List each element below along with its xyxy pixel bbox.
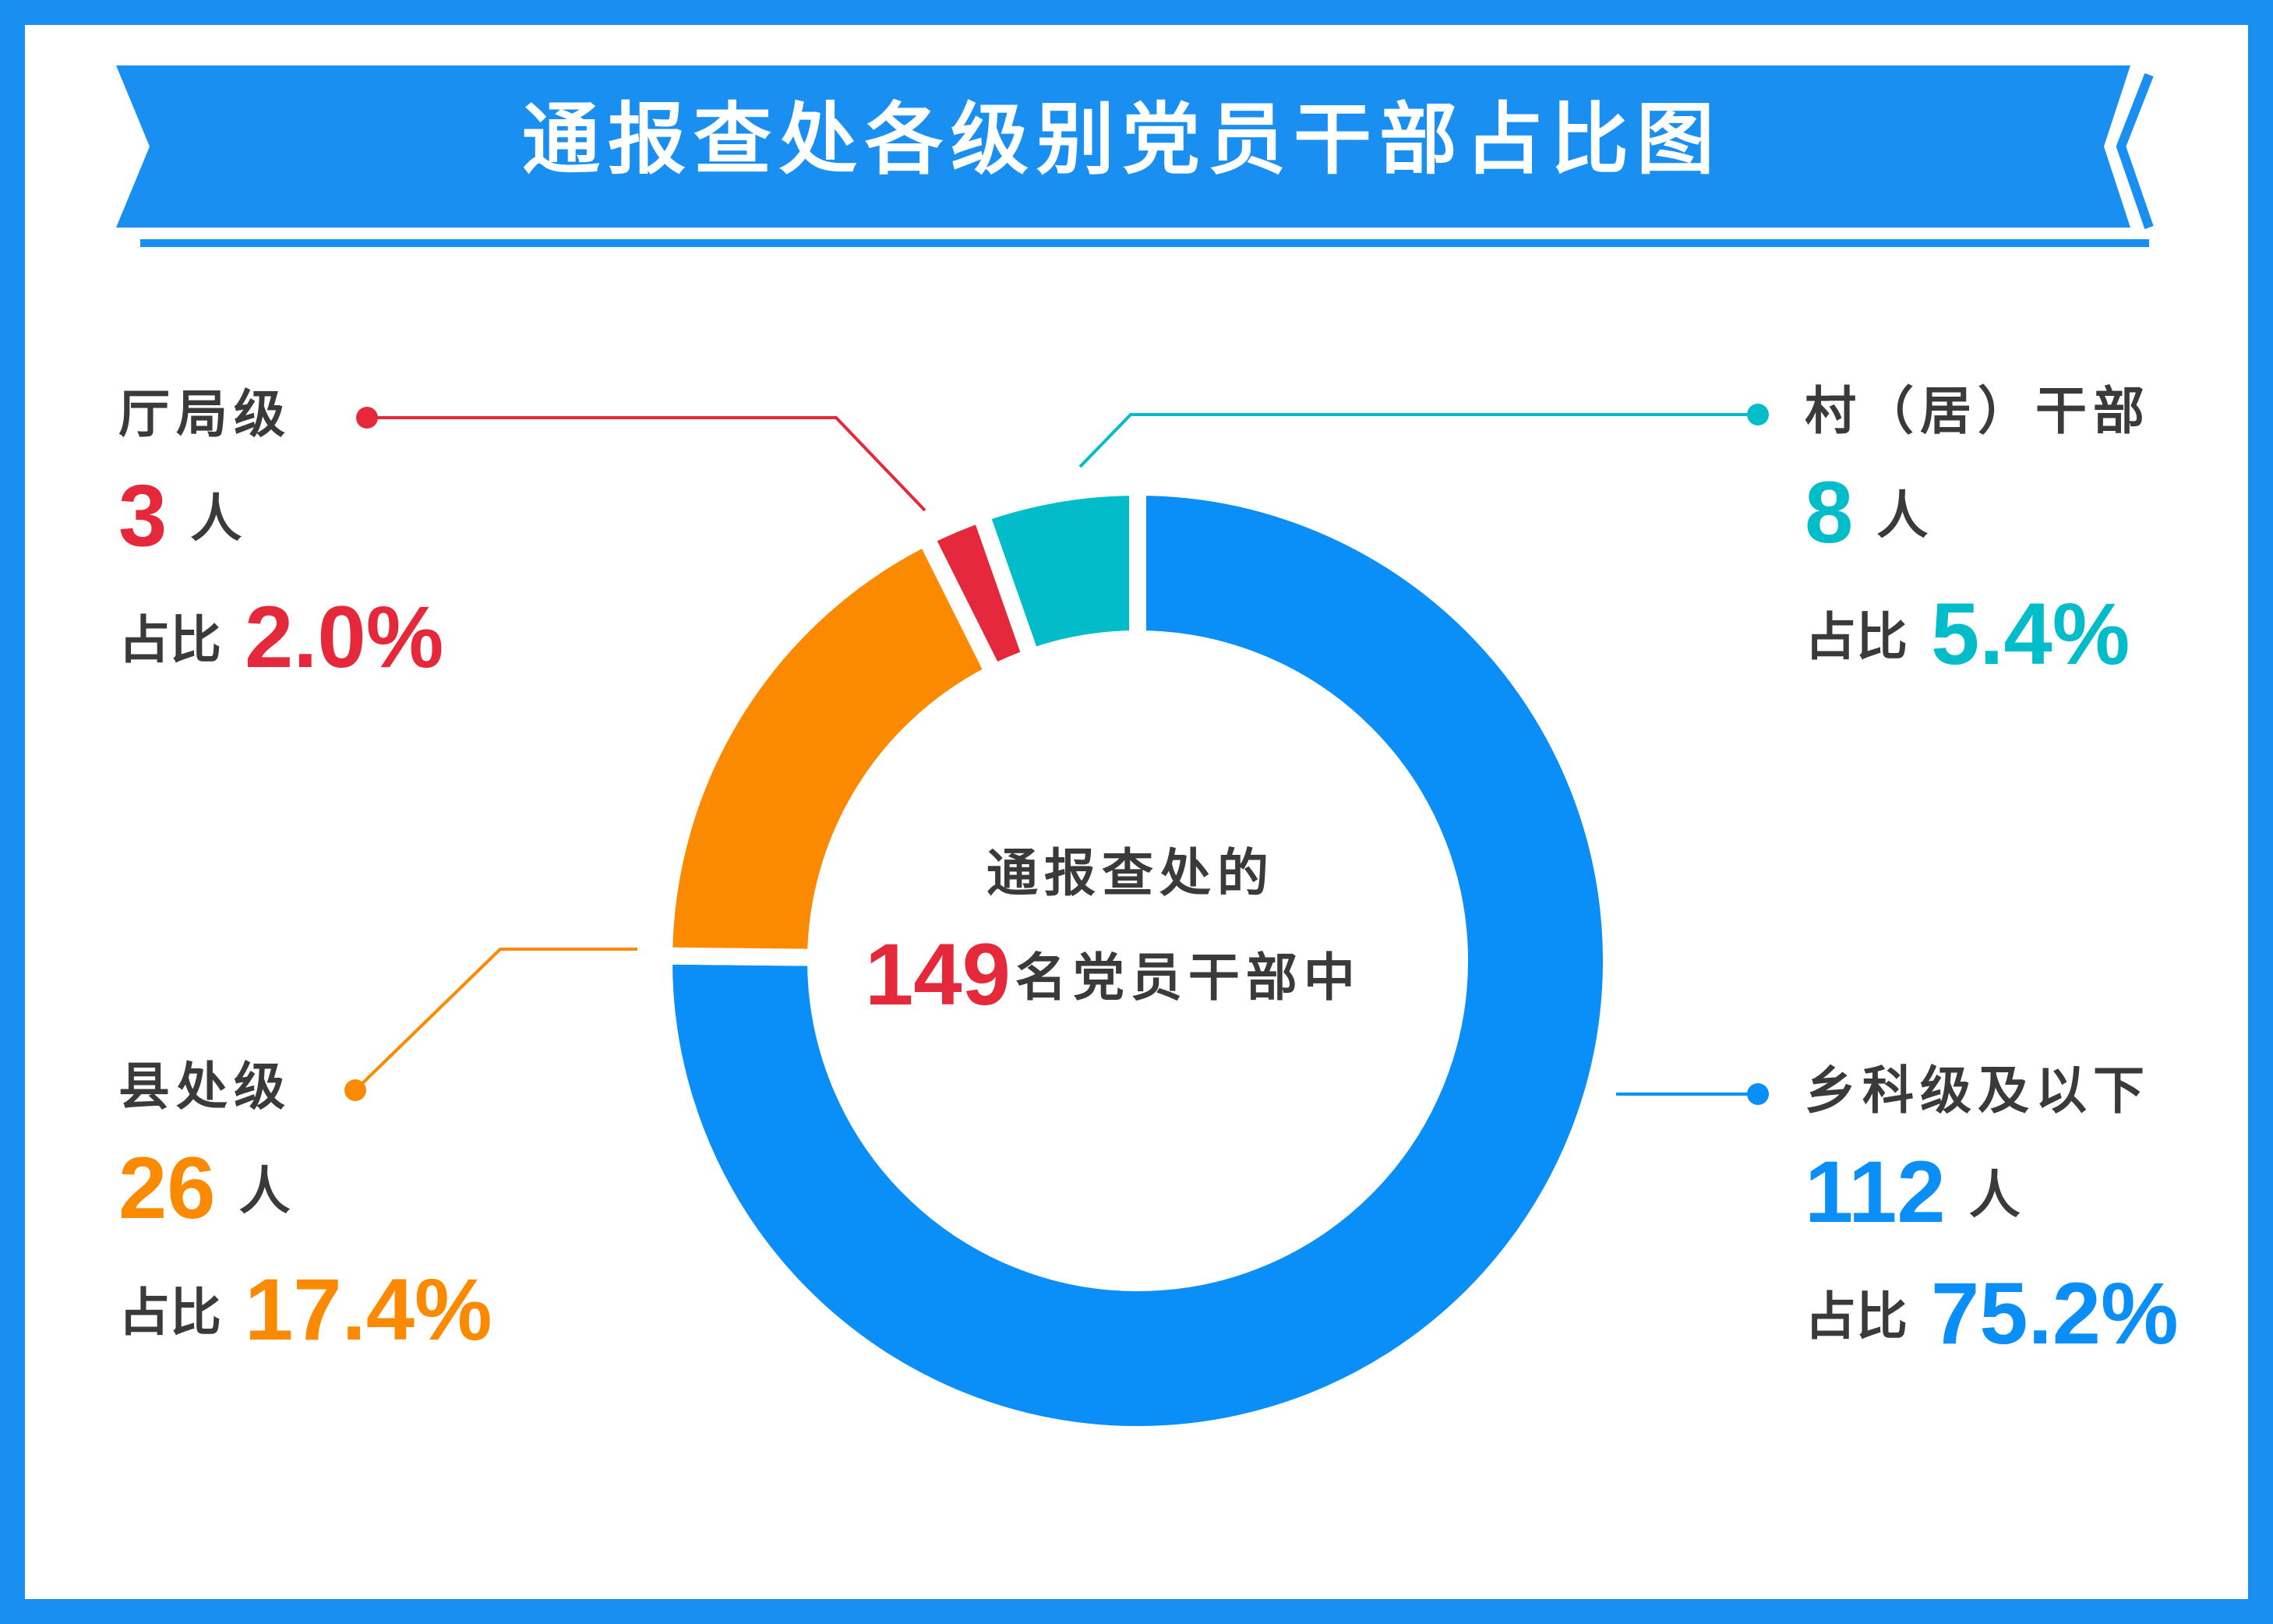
leader-line [1078,413,1758,468]
share-label: 占比 [118,1283,221,1343]
leader-dot [1747,1083,1769,1105]
leader-line [367,416,926,512]
count-value: 112 [1805,1143,1946,1241]
leader-dot [1747,404,1769,425]
donut-segment [655,525,1005,966]
center-text: 名党员干部中 [1015,948,1361,1008]
leader-dot [344,1079,366,1101]
share-line: 占比 75.2% [1805,1265,2179,1362]
unit-label: 人 [190,489,242,549]
center-line: 149名党员干部中 [865,926,1361,1023]
count-value: 3 [118,467,167,564]
share-value: 17.4% [245,1261,492,1358]
count-line: 112 人 [1805,1143,2021,1241]
total: 149 [865,926,1011,1023]
title-ribbon [116,65,2130,228]
share-value: 2.0% [245,588,443,686]
donut-segment [969,478,1146,669]
category-label: 县处级 [118,1057,291,1117]
share-label: 占比 [118,610,221,670]
leader-line [354,948,637,1092]
count-value: 8 [1805,464,1853,561]
share-label: 占比 [1805,1287,1908,1347]
count-line: 26 人 [118,1139,291,1237]
category-label: 乡科级及以下 [1805,1061,2151,1121]
category-label: 厅局级 [118,384,291,444]
leader-dot [356,407,378,429]
donut-segment [655,478,1620,1443]
share-label: 占比 [1805,607,1908,667]
center-text: 通报查处的 [986,843,1275,903]
unit-label: 人 [1969,1165,2021,1225]
share-line: 占比 5.4% [1805,585,2130,683]
count-value: 26 [118,1139,216,1237]
chart-title: 通报查处各级别党员干部占比图 [522,94,1722,185]
unit-label: 人 [1876,485,1928,545]
share-line: 占比 17.4% [118,1261,492,1358]
category-label: 村（居）干部 [1805,381,2151,441]
share-line: 占比 2.0% [118,588,443,686]
unit-label: 人 [239,1161,291,1221]
share-value: 5.4% [1931,585,2130,683]
share-value: 75.2% [1931,1265,2179,1362]
ribbon-stripe [2116,72,2154,229]
